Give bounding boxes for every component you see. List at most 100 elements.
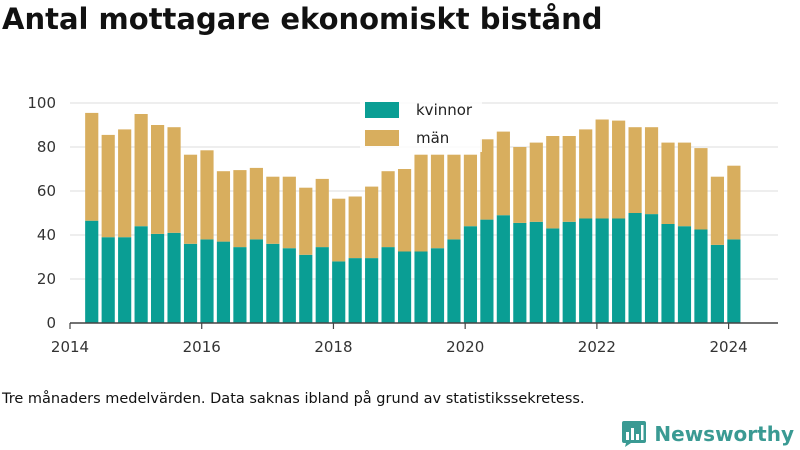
bar-kvinnor	[101, 237, 115, 323]
bar-män	[562, 136, 576, 222]
bar-män	[233, 170, 247, 248]
bar-kvinnor	[85, 220, 99, 323]
bar-kvinnor	[513, 222, 527, 323]
bar-män	[463, 154, 478, 227]
bar-män	[85, 112, 99, 221]
chart-title: Antal mottagare ekonomiskt bistånd	[2, 2, 603, 36]
bar-kvinnor	[677, 226, 692, 323]
bar-män	[612, 120, 626, 219]
bar-kvinnor	[315, 247, 329, 323]
bar-kvinnor	[200, 239, 214, 323]
bar-kvinnor	[612, 218, 626, 323]
bar-män	[101, 134, 115, 238]
legend-swatch-män	[365, 130, 399, 146]
bar-kvinnor	[496, 215, 510, 323]
bar-kvinnor	[167, 232, 181, 323]
brand-logo: Newsworthy	[621, 420, 794, 448]
bar-män	[397, 169, 412, 252]
bar-kvinnor	[447, 239, 461, 323]
bar-kvinnor	[118, 237, 132, 323]
y-tick-label: 0	[46, 314, 56, 332]
bar-män	[414, 154, 428, 252]
bar-män	[216, 171, 231, 242]
bar-män	[134, 114, 148, 227]
bar-män	[266, 176, 280, 244]
bar-män	[677, 142, 692, 227]
x-tick-label: 2014	[51, 338, 89, 356]
bar-kvinnor	[546, 228, 560, 323]
bar-män	[579, 129, 593, 219]
bar-män	[381, 171, 395, 248]
x-tick-label: 2018	[314, 338, 352, 356]
bar-män	[727, 165, 741, 240]
legend-swatch-kvinnor	[365, 102, 399, 118]
x-tick-label: 2016	[183, 338, 221, 356]
y-tick-label: 60	[37, 182, 56, 200]
bar-kvinnor	[644, 214, 659, 323]
axes: 0 20 40 60 80 100 2014 2016 2018 2020 2022 2024	[27, 94, 778, 356]
bar-kvinnor	[562, 221, 576, 323]
bar-kvinnor	[480, 219, 494, 323]
bar-män	[710, 176, 724, 245]
bar-kvinnor	[463, 226, 478, 323]
y-tick-label: 20	[37, 270, 56, 288]
x-tick-label: 2024	[710, 338, 748, 356]
x-tick-label: 2020	[446, 338, 484, 356]
legend-label-män: män	[416, 129, 449, 147]
bar-män	[496, 131, 510, 216]
bar-män	[546, 136, 560, 229]
bar-män	[348, 196, 362, 259]
bar-män	[315, 178, 329, 248]
bars	[85, 112, 741, 323]
bar-män	[644, 127, 659, 215]
bar-chart-speech-bubble-icon	[622, 421, 647, 447]
bar-kvinnor	[628, 213, 642, 323]
footnote: Tre månaders medelvärden. Data saknas ib…	[2, 391, 585, 407]
bar-kvinnor	[414, 251, 428, 323]
bar-kvinnor	[282, 248, 296, 323]
bar-kvinnor	[233, 247, 247, 323]
bar-kvinnor	[134, 226, 148, 323]
bar-kvinnor	[529, 221, 543, 323]
legend-label-kvinnor: kvinnor	[416, 101, 473, 119]
bar-män	[430, 154, 445, 249]
bar-män	[447, 154, 461, 240]
bar-kvinnor	[348, 258, 362, 323]
bar-kvinnor	[266, 243, 280, 323]
bar-män	[595, 119, 609, 219]
bar-män	[167, 127, 181, 233]
bar-kvinnor	[151, 233, 165, 323]
bar-män	[183, 154, 198, 244]
bar-kvinnor	[365, 258, 379, 323]
bar-män	[480, 139, 494, 220]
bar-kvinnor	[397, 251, 412, 323]
x-tick-label: 2022	[578, 338, 616, 356]
bar-kvinnor	[249, 239, 263, 323]
bar-män	[118, 129, 132, 238]
bar-kvinnor	[710, 244, 724, 323]
bar-män	[694, 148, 708, 230]
bar-kvinnor	[661, 224, 675, 323]
bar-kvinnor	[694, 229, 708, 323]
y-tick-label: 100	[27, 94, 56, 112]
y-tick-label: 40	[37, 226, 56, 244]
brand-name: Newsworthy	[654, 422, 794, 446]
bar-kvinnor	[299, 254, 313, 323]
bar-kvinnor	[579, 218, 593, 323]
bar-kvinnor	[727, 239, 741, 323]
bar-kvinnor	[430, 248, 445, 323]
bar-män	[529, 142, 543, 222]
bar-män	[282, 176, 296, 249]
bar-män	[661, 142, 675, 224]
bar-män	[200, 150, 214, 240]
bar-kvinnor	[595, 218, 609, 323]
legend: kvinnor män	[360, 97, 482, 152]
bar-män	[249, 167, 263, 240]
bar-män	[332, 198, 346, 262]
bar-män	[513, 147, 527, 223]
bar-kvinnor	[183, 243, 198, 323]
y-tick-label: 80	[37, 138, 56, 156]
bar-män	[151, 125, 165, 234]
bar-kvinnor	[332, 261, 346, 323]
